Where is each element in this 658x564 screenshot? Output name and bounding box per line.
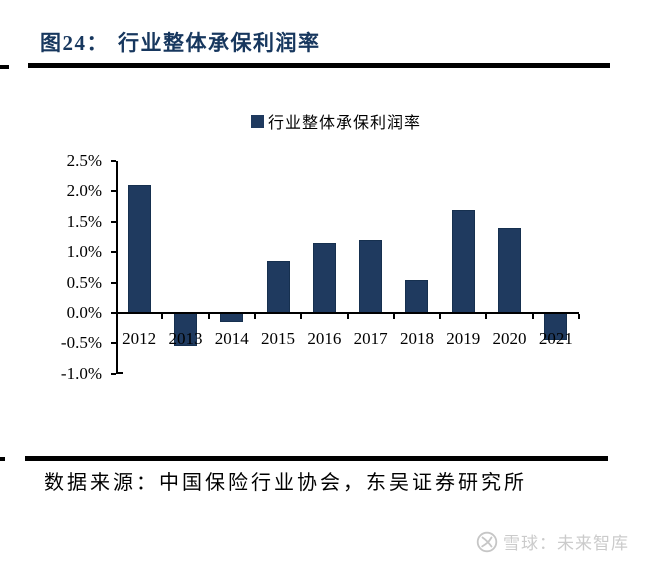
x-axis-label: 2021 xyxy=(538,329,573,348)
xueqiu-logo-icon xyxy=(476,531,498,552)
x-axis-label: 2017 xyxy=(353,329,388,348)
y-axis-label: 1.0% xyxy=(66,242,102,262)
x-axis-tick xyxy=(161,314,164,319)
figure-number-label: 图24： xyxy=(40,31,109,55)
y-axis-label: 2.5% xyxy=(66,151,102,170)
x-axis-line xyxy=(116,312,579,314)
x-axis-tick xyxy=(531,314,534,319)
bar-chart: 2.5% 2.0% 1.5% 1.0% 0.5% 0.0% -0.5% -1.0% 2012 20… xyxy=(60,151,580,383)
watermark: 雪球：未来智库 xyxy=(476,529,629,554)
x-axis-label: 2014 xyxy=(214,329,249,348)
footer-rule-left-fragment xyxy=(0,457,5,461)
footer-rule xyxy=(25,456,608,461)
y-axis-tick xyxy=(111,312,116,314)
y-axis-tick xyxy=(111,190,116,193)
y-axis-end-tick xyxy=(118,371,123,374)
bar-2012 xyxy=(127,185,151,313)
x-axis-tick xyxy=(207,314,210,319)
y-axis-tick xyxy=(111,251,116,254)
header-rule xyxy=(28,63,610,68)
bar-2018 xyxy=(405,279,429,313)
x-axis-tick xyxy=(253,314,256,319)
y-axis-label: -0.5% xyxy=(60,333,102,353)
x-axis-label: 2013 xyxy=(168,329,203,348)
x-axis-tick xyxy=(578,314,580,319)
y-axis-tick xyxy=(111,160,116,162)
y-axis-label: -1.0% xyxy=(60,363,102,383)
y-axis-tick xyxy=(111,220,116,223)
x-axis-tick xyxy=(300,314,303,319)
x-axis-label: 2016 xyxy=(307,329,342,348)
y-axis-tick xyxy=(111,281,116,284)
x-axis-label: 2015 xyxy=(261,329,296,348)
y-axis-label: 0.5% xyxy=(66,272,102,292)
x-axis-tick xyxy=(346,314,349,319)
x-axis-tick xyxy=(485,314,488,319)
x-axis-label: 2012 xyxy=(122,329,157,348)
legend-label: 行业整体承保利润率 xyxy=(268,115,422,132)
data-source-text: 数据来源：中国保险行业协会，东吴证券研究所 xyxy=(44,472,527,494)
bar-2017 xyxy=(359,240,383,313)
y-axis-label: 1.5% xyxy=(66,211,102,231)
y-axis-label: 2.0% xyxy=(66,181,102,201)
y-axis-label: 0.0% xyxy=(66,303,102,322)
figure-title: 图24： 行业整体承保利润率 xyxy=(40,27,321,57)
y-axis-line xyxy=(116,161,118,374)
bar-2020 xyxy=(498,227,522,313)
figure-title-text: 行业整体承保利润率 xyxy=(118,31,321,55)
bar-2019 xyxy=(451,209,475,313)
chart-legend: 行业整体承保利润率 xyxy=(251,109,421,133)
x-axis-tick xyxy=(439,314,442,319)
x-axis-label: 2018 xyxy=(399,329,434,348)
x-axis-label: 2019 xyxy=(446,329,481,348)
y-axis-tick xyxy=(111,342,116,345)
x-axis-label: 2020 xyxy=(492,329,527,348)
bar-2014 xyxy=(220,313,244,323)
bar-2016 xyxy=(312,243,336,313)
bar-2015 xyxy=(266,261,290,313)
legend-swatch xyxy=(251,114,264,128)
y-axis-tick xyxy=(111,372,116,375)
header-rule-left-fragment xyxy=(0,65,9,69)
x-axis-tick xyxy=(392,314,395,319)
watermark-text: 雪球：未来智库 xyxy=(503,534,629,553)
